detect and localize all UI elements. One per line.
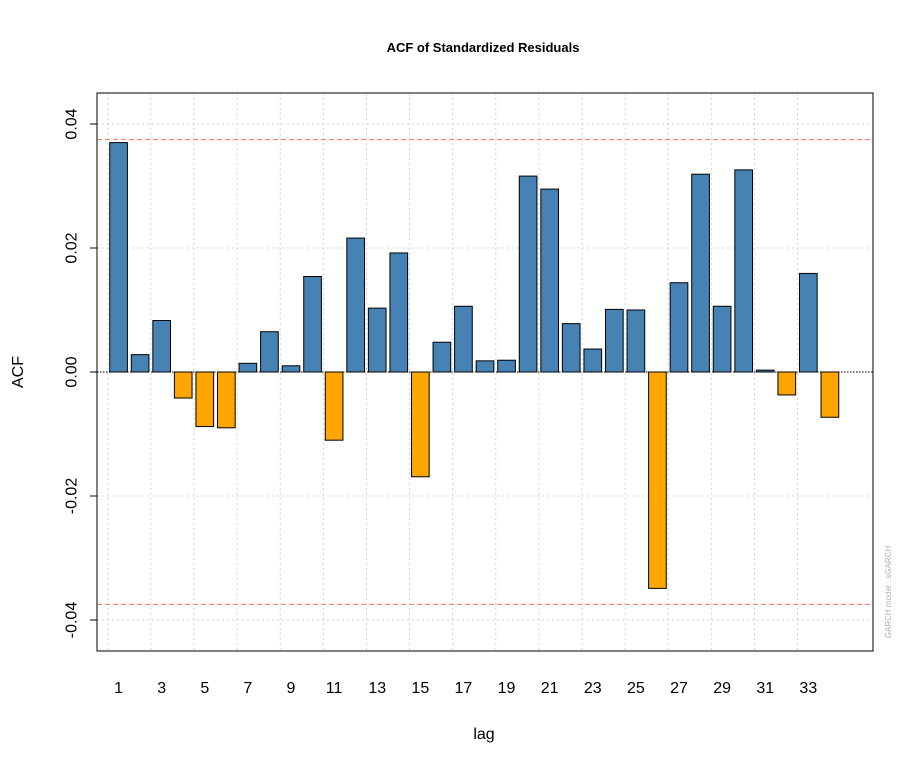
confidence-bands xyxy=(97,139,873,605)
y-tick-label: 0.02 xyxy=(64,232,81,263)
bar xyxy=(260,331,279,373)
bar xyxy=(109,142,128,373)
x-tick-label: 23 xyxy=(584,680,602,697)
bar xyxy=(130,354,150,373)
bar xyxy=(712,305,732,373)
bar xyxy=(454,305,473,373)
x-tick-label: 25 xyxy=(627,680,645,697)
y-tick-label: 0.00 xyxy=(64,356,81,387)
bar xyxy=(540,188,560,373)
y-axis: -0.04 -0.02 0.00 0.02 0.04 xyxy=(64,108,97,638)
x-tick-label: 7 xyxy=(243,680,252,697)
bar xyxy=(648,371,667,589)
bar xyxy=(798,272,818,373)
bar xyxy=(820,371,840,418)
x-tick-label: 13 xyxy=(368,680,386,697)
bar xyxy=(497,359,516,373)
bar xyxy=(518,175,538,373)
bar xyxy=(475,360,495,373)
x-axis: 1 3 5 7 9 11 13 15 17 19 21 23 25 27 29 31 33 xyxy=(114,680,817,697)
x-tick-label: 31 xyxy=(756,680,774,697)
bar xyxy=(216,371,236,429)
y-tick-label: -0.04 xyxy=(64,602,81,639)
bar xyxy=(195,371,215,428)
x-tick-label: 17 xyxy=(455,680,473,697)
chart-title: ACF of Standardized Residuals xyxy=(387,40,580,55)
y-axis-label: ACF xyxy=(10,356,27,388)
x-tick-label: 21 xyxy=(541,680,559,697)
x-tick-label: 1 xyxy=(114,680,123,697)
bar xyxy=(432,341,452,373)
y-tick-label: 0.04 xyxy=(64,108,81,139)
bar xyxy=(755,369,775,373)
x-tick-label: 27 xyxy=(670,680,688,697)
bar xyxy=(303,276,322,373)
bar xyxy=(691,173,710,373)
bar xyxy=(173,371,193,399)
bar xyxy=(583,348,603,373)
bars xyxy=(109,142,840,589)
watermark: GARCH model : sGARCH xyxy=(884,546,893,639)
bar xyxy=(324,371,344,441)
x-tick-label: 3 xyxy=(157,680,166,697)
bar xyxy=(346,237,366,373)
x-axis-label: lag xyxy=(473,726,494,743)
bar xyxy=(626,309,646,373)
bar xyxy=(777,371,797,396)
x-tick-label: 9 xyxy=(287,680,296,697)
bar xyxy=(389,252,409,373)
bar xyxy=(734,169,754,373)
x-tick-label: 15 xyxy=(411,680,429,697)
bar xyxy=(281,365,301,373)
x-tick-label: 5 xyxy=(200,680,209,697)
y-tick-label: -0.02 xyxy=(64,478,81,515)
bar xyxy=(152,320,172,373)
x-tick-label: 29 xyxy=(713,680,731,697)
x-tick-label: 33 xyxy=(799,680,817,697)
x-tick-label: 19 xyxy=(498,680,516,697)
bar xyxy=(561,323,581,373)
x-tick-label: 11 xyxy=(326,680,343,697)
bar xyxy=(238,362,258,373)
bar xyxy=(410,371,430,478)
bar xyxy=(669,282,689,373)
bar xyxy=(367,307,387,373)
bar xyxy=(604,308,624,373)
